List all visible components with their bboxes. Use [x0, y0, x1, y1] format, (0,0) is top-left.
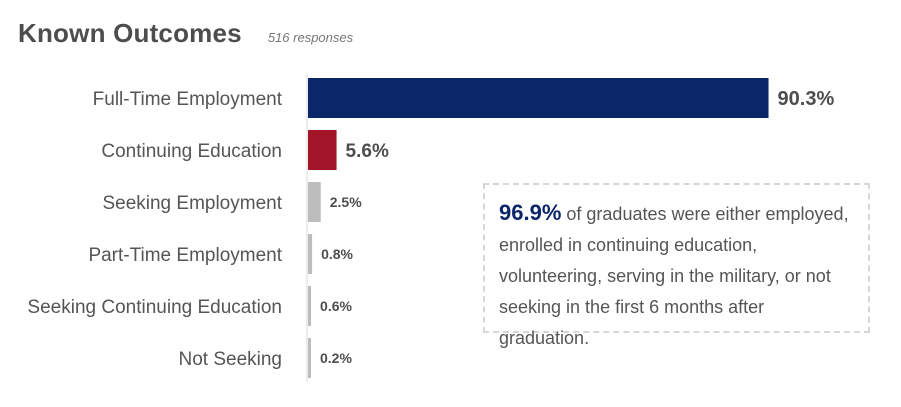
category-label: Continuing Education	[101, 141, 282, 162]
bar	[308, 130, 337, 170]
callout-text: of graduates were either employed, enrol…	[499, 204, 849, 348]
value-label: 5.6%	[346, 141, 389, 162]
chart-header: Known Outcomes 516 responses	[18, 18, 353, 49]
response-count: 516 responses	[267, 30, 354, 45]
bar	[308, 286, 312, 326]
value-label: 0.8%	[321, 246, 353, 262]
category-label: Full-Time Employment	[93, 89, 283, 110]
bar	[308, 78, 769, 118]
category-label: Seeking Employment	[102, 193, 282, 214]
value-label: 0.2%	[320, 350, 352, 366]
bars-group: Full-Time Employment 90.3% Continuing Educ…	[27, 78, 834, 378]
value-label: 90.3%	[778, 88, 835, 110]
category-label: Not Seeking	[178, 349, 282, 370]
value-label: 2.5%	[330, 194, 362, 210]
value-label: 0.6%	[320, 298, 352, 314]
bar	[308, 182, 321, 222]
summary-callout: 96.9% of graduates were either employed,…	[483, 183, 870, 348]
category-label: Seeking Continuing Education	[27, 297, 282, 318]
chart-title: Known Outcomes	[18, 18, 242, 48]
bar	[308, 338, 311, 378]
bar	[308, 234, 313, 274]
callout-highlight: 96.9%	[499, 200, 562, 225]
category-label: Part-Time Employment	[88, 245, 282, 266]
